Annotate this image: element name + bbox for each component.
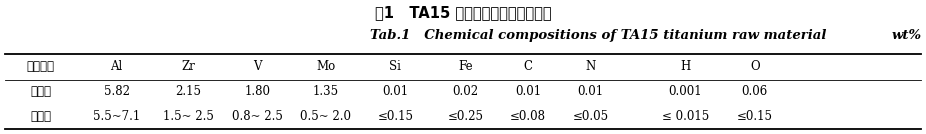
Text: 标准值: 标准值 [31, 110, 51, 123]
Text: ≤0.15: ≤0.15 [378, 110, 413, 123]
Text: ≤0.15: ≤0.15 [737, 110, 772, 123]
Text: Si: Si [390, 60, 401, 73]
Text: V: V [253, 60, 262, 73]
Text: 数据来源: 数据来源 [27, 60, 55, 73]
Text: 1.35: 1.35 [313, 85, 339, 98]
Text: O: O [750, 60, 759, 73]
Text: 表1   TA15 钛合金原材料的化学成分: 表1 TA15 钛合金原材料的化学成分 [375, 5, 551, 20]
Text: 5.5~7.1: 5.5~7.1 [93, 110, 141, 123]
Text: Fe: Fe [458, 60, 473, 73]
Text: Zr: Zr [181, 60, 194, 73]
Text: Mo: Mo [317, 60, 335, 73]
Text: 实测值: 实测值 [31, 85, 51, 98]
Text: 0.06: 0.06 [742, 85, 768, 98]
Text: ≤0.25: ≤0.25 [448, 110, 483, 123]
Text: Al: Al [110, 60, 123, 73]
Text: N: N [585, 60, 596, 73]
Text: 0.01: 0.01 [515, 85, 541, 98]
Text: C: C [523, 60, 532, 73]
Text: 0.01: 0.01 [382, 85, 408, 98]
Text: 0.02: 0.02 [453, 85, 479, 98]
Text: 2.15: 2.15 [175, 85, 201, 98]
Text: ≤ 0.015: ≤ 0.015 [661, 110, 709, 123]
Text: ≤0.05: ≤0.05 [572, 110, 609, 123]
Text: 0.5~ 2.0: 0.5~ 2.0 [300, 110, 352, 123]
Text: 1.80: 1.80 [244, 85, 270, 98]
Text: H: H [680, 60, 691, 73]
Text: wt%: wt% [891, 29, 921, 42]
Text: 5.82: 5.82 [104, 85, 130, 98]
Text: Tab.1   Chemical compositions of TA15 titanium raw material: Tab.1 Chemical compositions of TA15 tita… [370, 29, 827, 42]
Text: 0.001: 0.001 [669, 85, 702, 98]
Text: 0.01: 0.01 [578, 85, 604, 98]
Text: 1.5~ 2.5: 1.5~ 2.5 [163, 110, 213, 123]
Text: 0.8~ 2.5: 0.8~ 2.5 [232, 110, 282, 123]
Text: ≤0.08: ≤0.08 [510, 110, 545, 123]
